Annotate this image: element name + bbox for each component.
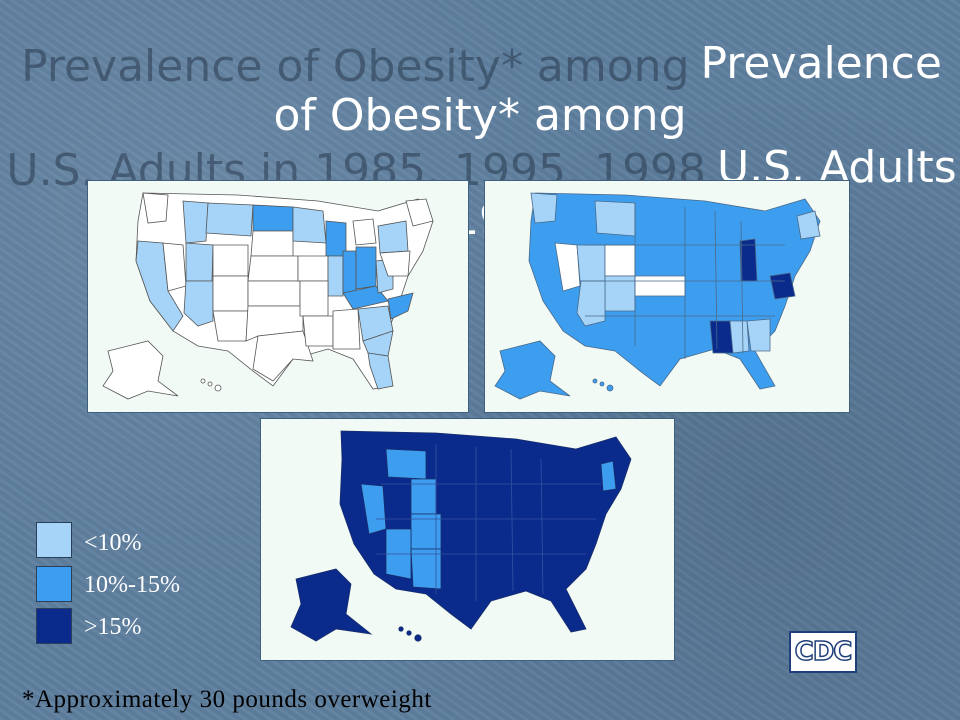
legend-label-high: >15%: [84, 614, 142, 640]
legend-swatch-high: [36, 608, 72, 644]
title-line-1: Prevalence of Obesity* among Prevalence …: [21, 38, 942, 141]
legend-swatch-low: [36, 522, 72, 558]
cdc-logo: CDC: [789, 631, 857, 673]
legend-label-mid: 10%-15%: [84, 572, 180, 598]
legend-label-low: <10%: [84, 530, 142, 556]
us-map-1998: [260, 418, 675, 661]
legend-swatch-mid: [36, 566, 72, 602]
us-map-1998-graphic: [290, 430, 632, 642]
footnote: *Approximately 30 pounds overweight: [22, 686, 432, 713]
us-map-1985: [87, 180, 469, 413]
us-map-1985-graphic: [102, 192, 434, 400]
us-map-1995-graphic: [494, 192, 821, 400]
us-map-1995: [484, 180, 850, 413]
cdc-logo-text: CDC: [794, 636, 853, 668]
